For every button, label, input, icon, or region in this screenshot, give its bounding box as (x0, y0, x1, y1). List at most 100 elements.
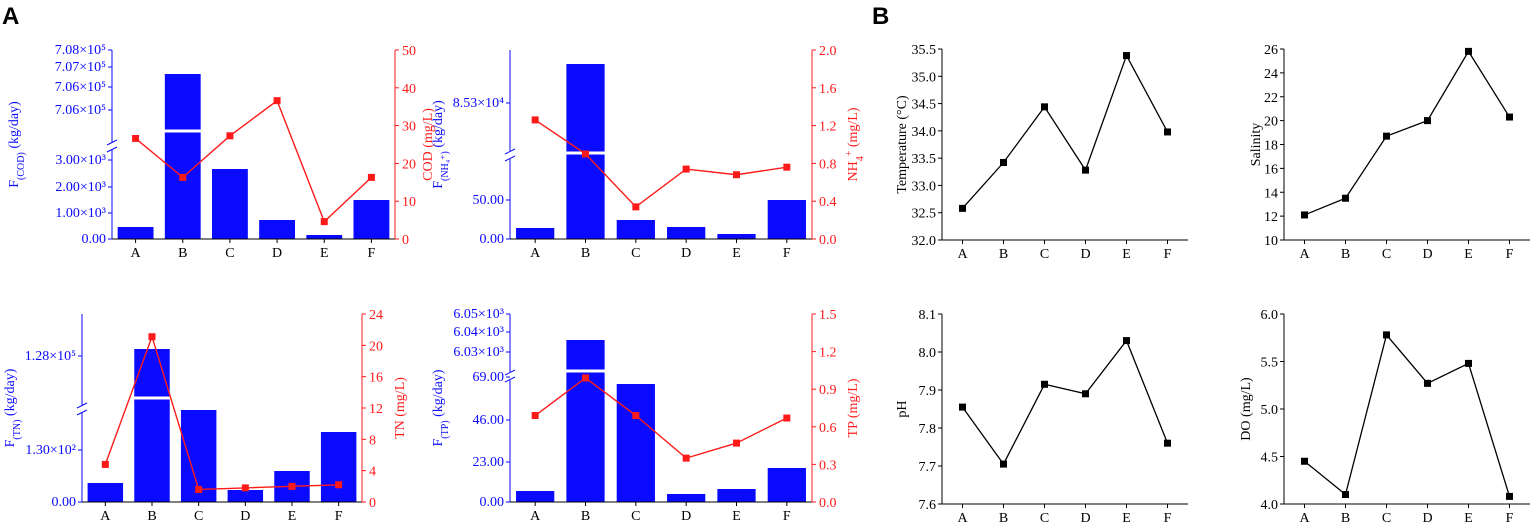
sal-series-point (1465, 47, 1472, 55)
tn-right-tick-label: 16 (369, 371, 383, 386)
do-y-tick-label: 4.0 (1261, 498, 1279, 513)
nh4-series-point (582, 150, 589, 158)
temp-series-point (959, 204, 966, 212)
cod-bar-break-gap (163, 129, 202, 133)
nh4-x-tick-label: E (732, 246, 741, 261)
nh4-right-tick-label: 1.6 (819, 82, 837, 97)
sal-x-tick-label: F (1506, 247, 1514, 262)
do-x-tick-label: A (1299, 511, 1310, 523)
sal-y-tick-label: 20 (1264, 115, 1278, 130)
tn-left-tick-label: 1.28×10⁵ (25, 349, 76, 364)
do-series-point (1465, 359, 1472, 367)
tn-left-tick-label: 0.00 (52, 495, 77, 510)
tp-x-tick-label: D (681, 509, 691, 523)
tp-series-point (783, 414, 791, 422)
tp-right-tick-label: 0.3 (819, 458, 837, 473)
cod-bar (353, 200, 390, 239)
tn-series-point (101, 460, 109, 468)
ph-x-tick-label: B (999, 511, 1008, 523)
nh4-series-point (783, 163, 791, 171)
temp-y-axis-label: Temperature (°C) (895, 95, 910, 194)
temp-series-point (1000, 159, 1007, 167)
cod-bar (306, 235, 343, 239)
ph-series-point (1164, 439, 1171, 447)
nh4-x-tick-label: C (631, 246, 640, 261)
nh4-bar (616, 220, 655, 239)
tp-x-tick-label: F (783, 509, 791, 523)
ph-series-point (959, 403, 966, 411)
tn-series-point (195, 485, 203, 493)
tn-bar-break-gap (133, 396, 171, 400)
sal-y-tick-label: 22 (1264, 91, 1278, 106)
panel-letter-a: A (2, 3, 19, 30)
tp-left-tick-label: 0.00 (480, 495, 505, 510)
tp-x-tick-label: B (581, 509, 590, 523)
nh4-right-tick-label: 2.0 (819, 44, 837, 59)
do-y-tick-label: 6.0 (1261, 308, 1279, 323)
temp-y-tick-label: 33.5 (912, 152, 937, 167)
nh4-right-tick-label: 0.8 (819, 157, 837, 172)
tp-bar (667, 494, 706, 502)
cod-x-tick-label: A (131, 246, 142, 261)
nh4-left-tick-label: 50.00 (473, 193, 505, 208)
tp-axis-break-mark (504, 376, 516, 383)
tp-bar (616, 384, 655, 502)
ph-series-point (1123, 337, 1130, 345)
tn-x-tick-label: D (240, 509, 250, 523)
temp-series-point (1123, 52, 1130, 60)
nh4-series-point (733, 171, 740, 179)
cod-left-tick-label: 7.08×10⁵ (55, 43, 106, 58)
cod-series-point (320, 218, 328, 226)
nh4-right-tick-label: 0.4 (819, 195, 837, 210)
ph-series-line (961, 339, 1169, 466)
do-series-point (1506, 492, 1513, 500)
nh4-left-tick-label: 0.00 (480, 232, 505, 247)
cod-series-point (226, 132, 234, 140)
sal-x-tick-label: D (1422, 247, 1432, 262)
tn-x-tick-label: B (147, 509, 156, 523)
cod-left-tick-label: 0.00 (82, 232, 107, 247)
do-y-axis-label: DO (mg/L) (1239, 377, 1254, 441)
sal-y-tick-label: 14 (1264, 186, 1278, 201)
ph-x-tick-label: C (1040, 511, 1049, 523)
sal-series-point (1342, 194, 1349, 202)
tn-series-point (148, 333, 156, 341)
sal-series-line (1304, 50, 1511, 216)
temp-y-tick-label: 33.0 (912, 179, 937, 194)
nh4-series-point (682, 165, 690, 173)
ph-y-tick-label: 7.9 (919, 384, 937, 399)
temp-x-tick-label: A (957, 247, 968, 262)
cod-left-tick-label: 7.06×10⁵ (55, 80, 106, 95)
cod-right-axis-label: COD (mg/L) (421, 108, 436, 181)
sal-x-tick-label: C (1382, 247, 1391, 262)
tp-series-point (682, 454, 690, 462)
cod-x-tick-label: C (225, 246, 234, 261)
do-y-tick-label: 5.5 (1261, 356, 1279, 371)
tn-left-tick-label: 1.30×10² (25, 443, 76, 458)
nh4-bar (717, 234, 756, 239)
cod-axis-break-mark (106, 139, 118, 146)
panel-letter-b: B (872, 3, 889, 30)
temp-x-tick-label: F (1164, 247, 1172, 262)
cod-right-tick-label: 10 (402, 195, 416, 210)
nh4-left-axis-label: F(NH₄⁺) (kg/day) (431, 100, 451, 189)
tn-right-tick-label: 0 (369, 496, 376, 511)
tp-series-line (534, 377, 788, 459)
tn-bar (87, 483, 124, 502)
tn-right-tick-label: 12 (369, 402, 383, 417)
nh4-right-axis-label: NH4+ (mg/L) (844, 107, 866, 181)
cod-left-tick-label: 7.07×10⁵ (55, 60, 106, 75)
do-series-point (1342, 491, 1349, 498)
temp-series-point (1164, 128, 1171, 136)
cod-left-axis-label: F(COD) (kg/day) (7, 101, 27, 188)
tp-series-point (531, 412, 539, 420)
nh4-axis-break-mark (504, 148, 516, 155)
cod-series-point (179, 173, 187, 181)
do-x-tick-label: C (1382, 511, 1391, 523)
cod-bar (259, 220, 296, 239)
cod-bar (164, 74, 201, 239)
ph-x-tick-label: F (1164, 511, 1172, 523)
ph-y-tick-label: 7.7 (919, 460, 937, 475)
sal-series-point (1301, 211, 1308, 219)
sal-series-point (1506, 113, 1513, 121)
